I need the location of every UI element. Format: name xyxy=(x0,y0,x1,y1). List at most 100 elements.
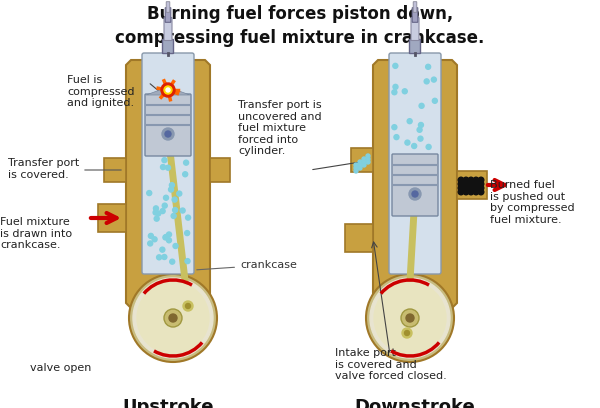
Circle shape xyxy=(162,128,174,140)
Circle shape xyxy=(433,98,437,103)
Circle shape xyxy=(458,181,464,187)
Circle shape xyxy=(180,208,185,213)
FancyBboxPatch shape xyxy=(392,154,438,216)
Circle shape xyxy=(405,140,410,145)
Circle shape xyxy=(458,177,464,183)
Circle shape xyxy=(170,259,175,264)
FancyBboxPatch shape xyxy=(165,8,171,22)
Polygon shape xyxy=(457,171,487,199)
Circle shape xyxy=(424,79,429,84)
Circle shape xyxy=(406,314,414,322)
FancyBboxPatch shape xyxy=(412,8,418,22)
Circle shape xyxy=(463,181,469,187)
Circle shape xyxy=(164,309,182,327)
Text: crankcase: crankcase xyxy=(197,260,297,270)
Text: Burning fuel forces piston down,
compressing fuel mixture in crankcase.: Burning fuel forces piston down, compres… xyxy=(115,5,485,47)
FancyBboxPatch shape xyxy=(411,18,419,40)
Circle shape xyxy=(165,131,171,137)
Circle shape xyxy=(366,160,370,164)
Circle shape xyxy=(162,203,167,208)
Circle shape xyxy=(154,216,159,221)
Text: Fuel mixture
is drawn into
crankcase.: Fuel mixture is drawn into crankcase. xyxy=(0,217,72,250)
Circle shape xyxy=(173,208,178,213)
Circle shape xyxy=(473,181,479,187)
Circle shape xyxy=(401,309,419,327)
Circle shape xyxy=(183,301,193,311)
Text: Upstroke: Upstroke xyxy=(122,398,214,408)
Circle shape xyxy=(370,278,450,358)
Circle shape xyxy=(358,166,362,170)
Polygon shape xyxy=(104,158,126,182)
Circle shape xyxy=(172,197,177,202)
Text: valve open: valve open xyxy=(30,363,91,373)
Text: Downstroke: Downstroke xyxy=(355,398,475,408)
Circle shape xyxy=(419,103,424,109)
Polygon shape xyxy=(146,87,190,95)
Text: Fuel is
compressed
and ignited.: Fuel is compressed and ignited. xyxy=(67,75,134,108)
Circle shape xyxy=(418,136,423,141)
FancyBboxPatch shape xyxy=(164,18,172,40)
Circle shape xyxy=(468,177,474,183)
Circle shape xyxy=(173,244,178,248)
Circle shape xyxy=(473,189,479,195)
Circle shape xyxy=(478,185,484,191)
Circle shape xyxy=(392,125,397,130)
Circle shape xyxy=(458,189,464,195)
Circle shape xyxy=(137,282,209,354)
Polygon shape xyxy=(351,148,373,172)
Circle shape xyxy=(412,144,416,149)
Circle shape xyxy=(366,274,454,362)
FancyBboxPatch shape xyxy=(413,2,417,12)
Circle shape xyxy=(164,235,169,239)
Circle shape xyxy=(394,135,399,140)
Circle shape xyxy=(458,185,464,191)
Circle shape xyxy=(161,83,175,97)
Circle shape xyxy=(473,177,479,183)
Circle shape xyxy=(163,235,168,240)
Circle shape xyxy=(374,282,446,354)
Circle shape xyxy=(160,208,165,213)
Circle shape xyxy=(152,237,157,242)
Circle shape xyxy=(463,177,469,183)
Circle shape xyxy=(148,233,154,238)
Circle shape xyxy=(167,232,172,237)
Circle shape xyxy=(166,238,172,243)
Circle shape xyxy=(157,255,161,260)
Circle shape xyxy=(182,172,188,177)
Circle shape xyxy=(162,157,167,163)
Circle shape xyxy=(169,187,173,192)
Circle shape xyxy=(418,122,424,127)
Circle shape xyxy=(478,189,484,195)
Circle shape xyxy=(425,64,431,69)
Circle shape xyxy=(185,259,190,264)
Circle shape xyxy=(154,206,158,211)
Circle shape xyxy=(148,241,153,246)
Circle shape xyxy=(362,160,366,164)
Polygon shape xyxy=(373,60,457,308)
Text: Transfer port
is covered.: Transfer port is covered. xyxy=(8,158,79,180)
Circle shape xyxy=(156,211,161,216)
Circle shape xyxy=(463,185,469,191)
Circle shape xyxy=(177,191,182,196)
Circle shape xyxy=(409,188,421,200)
Circle shape xyxy=(185,215,191,220)
Circle shape xyxy=(153,210,158,215)
Circle shape xyxy=(185,231,190,235)
Circle shape xyxy=(160,164,166,170)
Circle shape xyxy=(431,77,436,82)
Circle shape xyxy=(133,278,213,358)
Text: Intake port
is covered and
valve forced closed.: Intake port is covered and valve forced … xyxy=(335,348,447,381)
Circle shape xyxy=(358,160,362,164)
FancyBboxPatch shape xyxy=(409,40,421,53)
FancyBboxPatch shape xyxy=(166,2,170,12)
Circle shape xyxy=(366,157,370,161)
Circle shape xyxy=(362,163,366,167)
Circle shape xyxy=(160,247,165,252)
Circle shape xyxy=(184,160,188,165)
Circle shape xyxy=(358,163,362,167)
Polygon shape xyxy=(126,60,210,308)
Circle shape xyxy=(407,119,412,124)
Text: Transfer port is
uncovered and
fuel mixture
forced into
cylinder.: Transfer port is uncovered and fuel mixt… xyxy=(238,100,322,156)
Polygon shape xyxy=(345,224,373,252)
Circle shape xyxy=(366,154,370,158)
